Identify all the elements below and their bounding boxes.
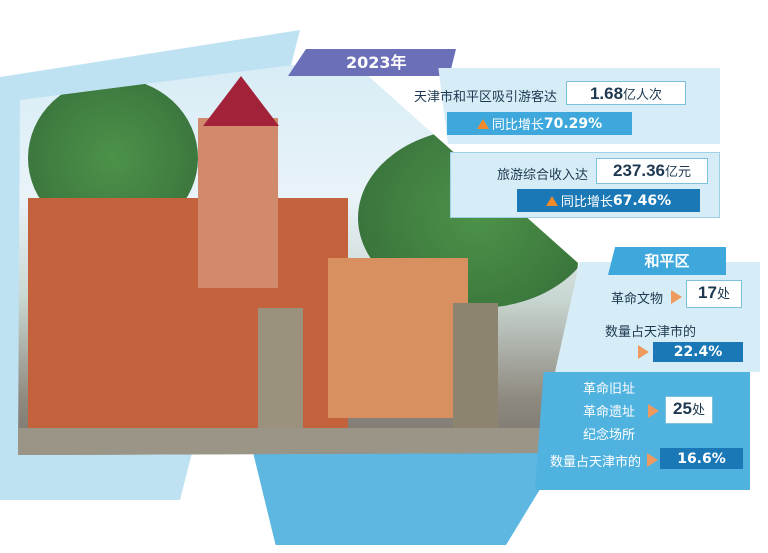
courtyard-ground (18, 428, 578, 455)
arrow-right-icon (638, 345, 649, 359)
background-shape-bottom (250, 440, 570, 545)
gate-pillar (453, 303, 498, 443)
revenue-label: 旅游综合收入达 (497, 168, 589, 183)
tourists-value-box: 1.68 亿人次 (566, 81, 686, 105)
relics-value-box: 17 处 (686, 280, 742, 308)
tower-roof (203, 76, 279, 126)
sites-share-bar: 16.6% (660, 448, 743, 469)
sites-value: 25 (673, 399, 692, 418)
sites-unit: 处 (691, 403, 705, 418)
tourists-growth: 70.29% (543, 115, 603, 132)
revenue-value: 237.36 (612, 161, 665, 180)
up-triangle-icon (545, 195, 558, 206)
relics-unit: 处 (716, 287, 730, 302)
building-middle (328, 258, 468, 418)
sites-panel (535, 372, 750, 490)
revenue-value-box: 237.36 亿元 (596, 158, 708, 184)
tourists-growth-bar: 同比增长 70.29% (447, 112, 632, 135)
arrow-right-icon (647, 453, 658, 467)
relics-share-label: 数量占天津市的 (605, 325, 697, 340)
revenue-unit: 亿元 (664, 165, 691, 180)
relics-share: 22.4% (673, 344, 723, 360)
arrow-right-icon (648, 404, 659, 418)
sites-value-box: 25 处 (665, 396, 713, 424)
relics-share-bar: 22.4% (653, 342, 743, 362)
arrow-right-icon (671, 290, 682, 304)
tourists-value: 1.68 (589, 84, 624, 103)
gate-pillar (258, 308, 303, 448)
sites-label-1: 革命旧址 (583, 382, 636, 397)
growth-prefix: 同比增长 (491, 118, 544, 133)
sites-share: 16.6% (677, 450, 726, 467)
district-title: 和平区 (608, 247, 726, 275)
year-banner: 2023年 (288, 49, 456, 76)
sites-label-3: 纪念场所 (583, 428, 636, 443)
revenue-growth-bar: 同比增长 67.46% (517, 189, 700, 212)
growth-prefix: 同比增长 (560, 195, 613, 210)
tourists-label: 天津市和平区吸引游客达 (414, 90, 558, 105)
sites-label-2: 革命遗址 (583, 405, 636, 420)
tourists-unit: 亿人次 (623, 88, 663, 103)
up-triangle-icon (476, 118, 489, 129)
revenue-growth: 67.46% (612, 192, 672, 209)
relics-label: 革命文物 (611, 292, 664, 307)
clock-tower (198, 118, 278, 288)
relics-value: 17 (698, 283, 717, 302)
sites-share-label: 数量占天津市的 (550, 455, 642, 470)
